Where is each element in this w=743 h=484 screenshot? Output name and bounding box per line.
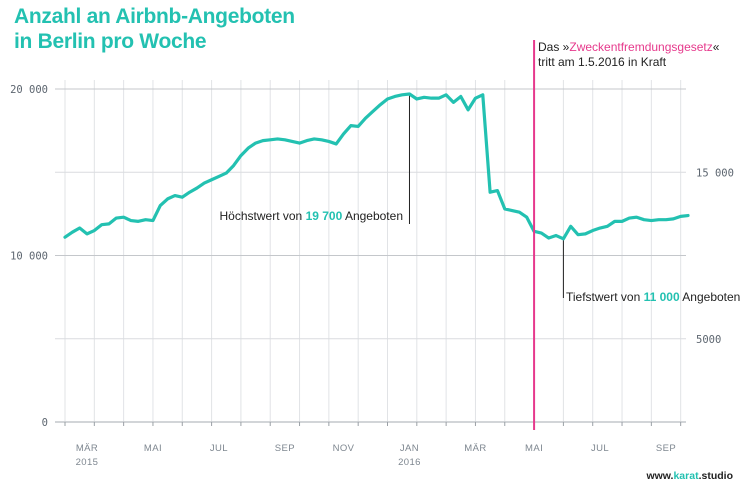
horizontal-gridlines: [55, 88, 686, 423]
x-tick-label: MAI: [525, 443, 543, 454]
law-name: Zweckentfremdungsgesetz: [569, 40, 712, 54]
x-tick-label: JAN: [400, 443, 419, 454]
y-tick-label-left: 20 000: [10, 84, 48, 96]
min-value-number: 11 000: [644, 290, 680, 304]
x-tick-label: JUL: [591, 443, 609, 454]
min-value-annotation: Tiefstwert von 11 000 Angeboten: [566, 290, 740, 304]
y-tick-label-right: 15 000: [696, 167, 734, 179]
series-line-airbnb-listings: [63, 92, 690, 241]
x-tick-label: NOV: [333, 443, 355, 454]
x-tick-label: JUL: [210, 443, 228, 454]
credit-link[interactable]: www.karat.studio: [645, 470, 733, 482]
chart-title-line-2: in Berlin pro Woche: [14, 30, 207, 53]
x-tick-label: MAI: [144, 443, 162, 454]
chart-title-line-1: Anzahl an Airbnb-Angeboten: [14, 5, 295, 28]
y-tick-label-right: 5000: [696, 334, 721, 346]
y-axis-labels: 0 10 000 20 000 5000 15 000: [10, 84, 734, 429]
x-tick-label: MÄR: [76, 443, 98, 454]
x-tick-label: SEP: [656, 443, 676, 454]
y-tick-label-left: 10 000: [10, 251, 48, 263]
law-annotation-line-2: tritt am 1.5.2016 in Kraft: [538, 55, 667, 69]
law-annotation-line-1: Das »Zweckentfremdungsgesetz«: [538, 40, 720, 54]
max-value-number: 19 700: [306, 209, 343, 223]
x-tick-year-label: 2016: [398, 457, 421, 468]
x-tick-year-label: 2015: [76, 457, 99, 468]
chart-title: Anzahl an Airbnb-Angeboten in Berlin pro…: [14, 4, 295, 54]
y-tick-label-left: 0: [42, 417, 48, 429]
vertical-gridlines: [64, 80, 682, 422]
x-tick-label: SEP: [275, 443, 295, 454]
x-axis-labels: MÄR 2015 MAI JUL SEP NOV JAN 2016 MÄR MAI JUL SEP: [76, 443, 676, 468]
x-tick-label: MÄR: [464, 443, 486, 454]
max-value-annotation: Höchstwert von 19 700 Angeboten: [220, 209, 403, 223]
